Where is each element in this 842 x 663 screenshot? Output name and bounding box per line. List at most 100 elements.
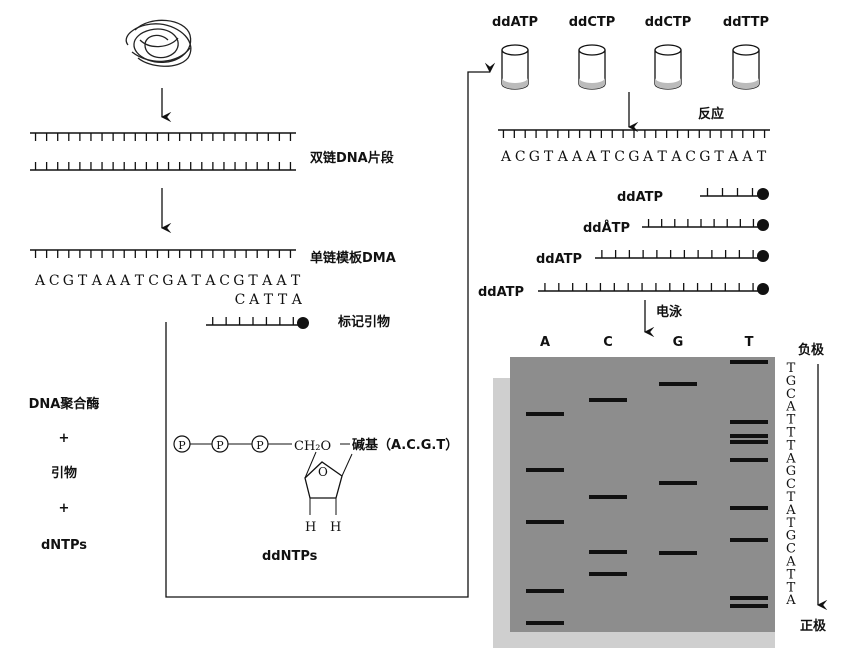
- label-dot-icon: [757, 188, 769, 200]
- reagent-primer: 引物: [51, 465, 77, 481]
- reaction-base: T: [544, 149, 554, 165]
- primer-base: A: [248, 292, 260, 308]
- fragment-label: ddATP: [617, 190, 663, 205]
- reaction-base: A: [727, 149, 739, 165]
- lane-label-G: G: [673, 335, 684, 350]
- tube-rim: [578, 44, 606, 56]
- template-base: G: [233, 273, 244, 289]
- reaction-base: C: [614, 149, 625, 165]
- reaction-base: T: [601, 149, 611, 165]
- gel-bands: [526, 360, 768, 625]
- fragment-2: ddATP: [536, 250, 769, 267]
- connector-arrow: [165, 62, 496, 598]
- reaction-base: A: [571, 149, 583, 165]
- label-dot-icon: [757, 219, 769, 231]
- gel-band: [659, 551, 697, 555]
- reaction-base: G: [628, 149, 639, 165]
- reaction-base: T: [714, 149, 724, 165]
- primer-base: T: [264, 292, 274, 308]
- reaction-base: A: [642, 149, 654, 165]
- tube-0: ddATP: [492, 15, 538, 90]
- fragment-0: ddATP: [617, 188, 769, 205]
- read-base: A: [785, 555, 796, 570]
- phosphate-label-2: P: [216, 439, 224, 452]
- lane-label-A: A: [540, 335, 550, 350]
- gel-band: [589, 572, 627, 576]
- read-base: C: [786, 477, 796, 492]
- tube-3: ddTTP: [723, 15, 769, 90]
- base-label: 碱基（A.C.G.T）: [352, 437, 458, 453]
- reagent-plus-2: +: [59, 501, 70, 516]
- template-base: T: [135, 273, 145, 289]
- template-base: A: [176, 273, 188, 289]
- read-base: A: [785, 593, 796, 608]
- ddntps-label: ddNTPs: [262, 549, 318, 564]
- gel-band: [730, 360, 768, 364]
- template-base: T: [291, 273, 301, 289]
- gel-band: [730, 420, 768, 424]
- lane-label-T: T: [745, 335, 754, 350]
- reaction-base: A: [585, 149, 597, 165]
- template-base: C: [148, 273, 159, 289]
- tube-2: ddCTP: [645, 15, 692, 90]
- electrophoresis-label: 电泳: [656, 304, 683, 320]
- template-base: A: [34, 273, 46, 289]
- ssdna-label: 单链模板DMA: [310, 250, 396, 266]
- gel-band: [659, 481, 697, 485]
- read-base: C: [786, 542, 796, 557]
- tube-rim: [501, 44, 529, 56]
- read-base: T: [787, 426, 796, 441]
- dna-coil-icon: [125, 19, 192, 67]
- gel-band: [730, 538, 768, 542]
- template-base: A: [91, 273, 103, 289]
- reaction-base: G: [699, 149, 710, 165]
- double-strand-dna: [30, 132, 296, 171]
- ddntp-structure: [173, 435, 353, 515]
- reagent-dntps: dNTPs: [41, 538, 87, 553]
- tube-rim: [654, 44, 682, 56]
- reaction-base: T: [757, 149, 767, 165]
- gel-band: [526, 412, 564, 416]
- reaction-base: C: [685, 149, 696, 165]
- reagent-plus-1: +: [59, 431, 70, 446]
- gel-band: [526, 621, 564, 625]
- read-base: T: [787, 490, 796, 505]
- fragment-3: ddATP: [478, 283, 769, 300]
- gel-band: [730, 458, 768, 462]
- tube-label: ddCTP: [645, 15, 692, 30]
- dsdna-label: 双链DNA片段: [310, 150, 394, 166]
- reaction-base: C: [515, 149, 526, 165]
- ring-o-label: O: [318, 465, 328, 479]
- gel-band: [589, 398, 627, 402]
- lane-label-C: C: [603, 335, 613, 350]
- label-dot-icon: [757, 250, 769, 262]
- reaction-tubes: ddATP ddCTP ddCTP ddTTP: [492, 15, 769, 90]
- gel-band: [589, 550, 627, 554]
- template-base: G: [162, 273, 173, 289]
- template-base: A: [261, 273, 273, 289]
- gel-band: [526, 589, 564, 593]
- reaction-base: A: [670, 149, 682, 165]
- read-base: T: [787, 516, 796, 531]
- tube-liquid: [733, 78, 759, 89]
- template-base: T: [248, 273, 258, 289]
- template-base: A: [105, 273, 117, 289]
- template-base: C: [219, 273, 230, 289]
- fragment-1: ddÅTP: [583, 219, 769, 236]
- read-base: T: [787, 413, 796, 428]
- primer-base: C: [235, 292, 246, 308]
- reaction-base: G: [529, 149, 540, 165]
- read-base: G: [786, 464, 796, 479]
- read-base: T: [787, 567, 796, 582]
- read-base: C: [786, 387, 796, 402]
- gel-band: [730, 604, 768, 608]
- tube-liquid: [579, 78, 605, 89]
- read-base: A: [785, 503, 796, 518]
- h-label-1: H: [305, 520, 316, 535]
- tube-rim: [732, 44, 760, 56]
- gel-band: [589, 495, 627, 499]
- template-base: T: [192, 273, 202, 289]
